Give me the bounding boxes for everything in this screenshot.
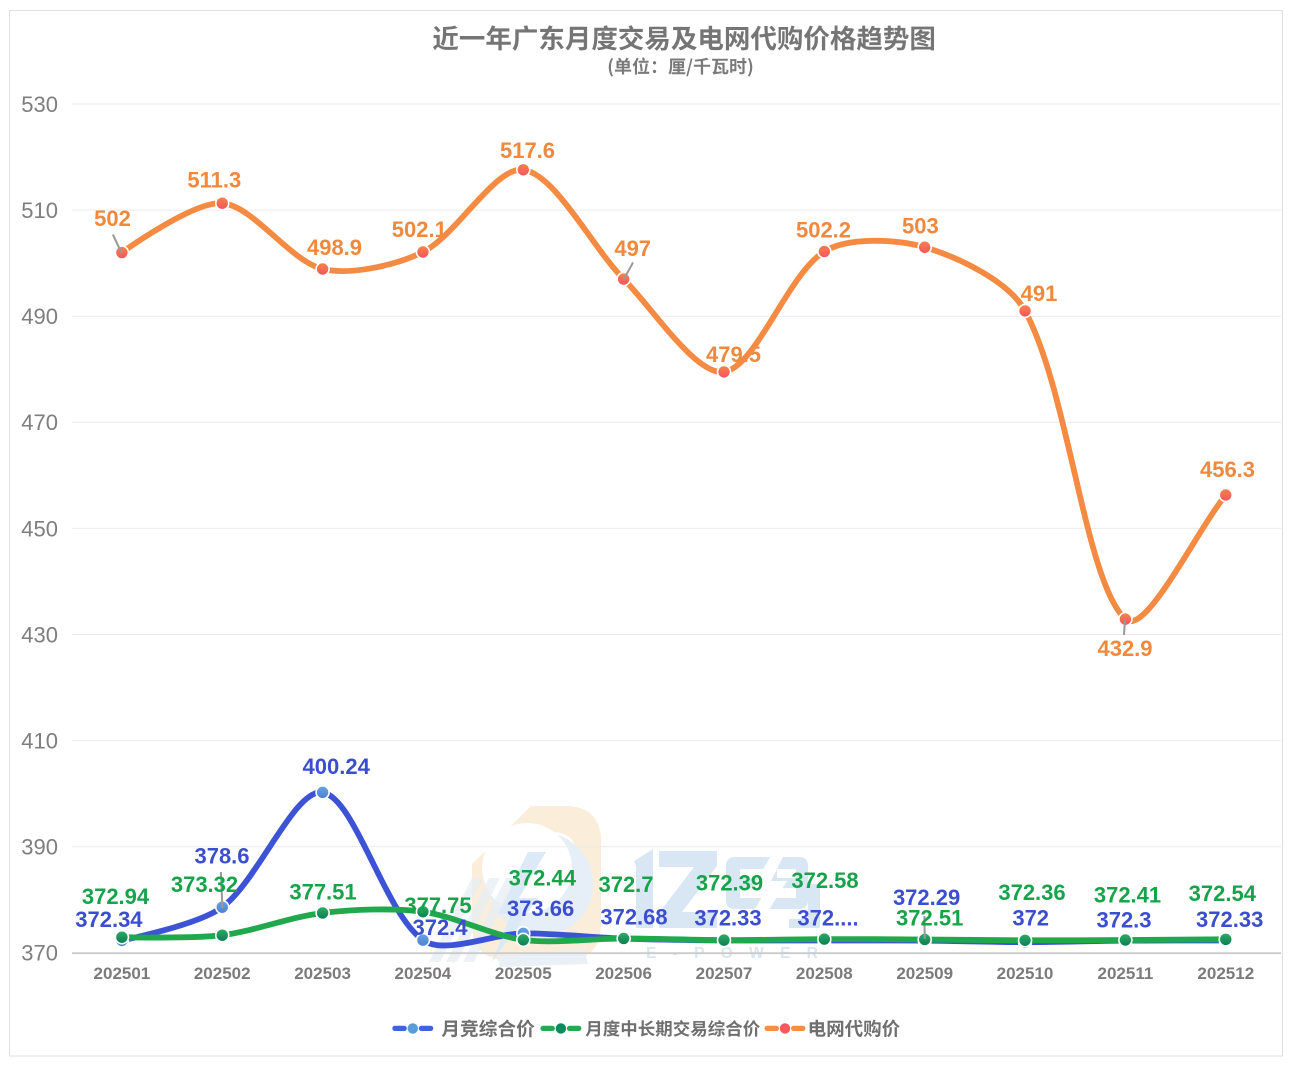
svg-text:202511: 202511 [1098, 964, 1154, 983]
svg-text:517.6: 517.6 [500, 138, 555, 163]
svg-text:373.32: 373.32 [171, 872, 238, 897]
svg-text:377.51: 377.51 [289, 879, 356, 904]
svg-text:372.41: 372.41 [1094, 883, 1161, 908]
svg-text:432.9: 432.9 [1097, 636, 1152, 661]
svg-text:202502: 202502 [194, 964, 251, 983]
svg-text:372.58: 372.58 [791, 868, 858, 893]
svg-text:502: 502 [94, 206, 131, 231]
svg-text:390: 390 [21, 835, 58, 860]
svg-text:372.33: 372.33 [1196, 907, 1263, 932]
svg-text:430: 430 [21, 622, 58, 647]
svg-text:372....: 372.... [797, 905, 858, 930]
svg-text:372.34: 372.34 [75, 907, 143, 932]
svg-text:202504: 202504 [395, 964, 452, 983]
svg-text:372.51: 372.51 [896, 905, 963, 930]
svg-text:373.66: 373.66 [507, 896, 574, 921]
svg-text:202506: 202506 [595, 964, 652, 983]
svg-text:456.3: 456.3 [1200, 457, 1255, 482]
svg-text:372.29: 372.29 [893, 885, 960, 910]
svg-text:502.2: 502.2 [796, 217, 851, 242]
svg-text:372.3: 372.3 [1096, 908, 1151, 933]
svg-text:503: 503 [902, 214, 939, 239]
svg-text:372: 372 [1012, 906, 1049, 931]
svg-text:410: 410 [21, 729, 58, 754]
svg-text:497: 497 [614, 236, 651, 261]
svg-text:510: 510 [21, 198, 58, 223]
svg-text:202509: 202509 [896, 964, 953, 983]
svg-text:202501: 202501 [94, 964, 151, 983]
svg-text:377.75: 377.75 [404, 893, 471, 918]
svg-text:498.9: 498.9 [307, 235, 362, 260]
svg-text:202507: 202507 [696, 964, 753, 983]
svg-text:530: 530 [21, 92, 58, 117]
svg-text:400.24: 400.24 [303, 754, 371, 779]
svg-text:202508: 202508 [796, 964, 853, 983]
svg-text:490: 490 [21, 304, 58, 329]
svg-text:511.3: 511.3 [187, 167, 241, 192]
svg-text:372.68: 372.68 [600, 904, 667, 929]
svg-text:372.36: 372.36 [998, 880, 1065, 905]
svg-text:491: 491 [1021, 281, 1058, 306]
svg-text:470: 470 [21, 410, 58, 435]
svg-text:202505: 202505 [495, 964, 552, 983]
svg-text:450: 450 [21, 516, 58, 541]
svg-text:372.7: 372.7 [598, 872, 653, 897]
svg-text:370: 370 [21, 941, 58, 966]
svg-text:202512: 202512 [1197, 964, 1254, 983]
svg-text:372.44: 372.44 [509, 866, 577, 891]
svg-text:372.39: 372.39 [696, 870, 763, 895]
svg-text:202510: 202510 [997, 964, 1054, 983]
svg-text:372.33: 372.33 [694, 905, 761, 930]
svg-text:372.4: 372.4 [412, 915, 468, 940]
svg-text:502.1: 502.1 [392, 217, 447, 242]
svg-text:202503: 202503 [294, 964, 351, 983]
svg-text:378.6: 378.6 [194, 844, 249, 869]
svg-text:372.94: 372.94 [82, 884, 150, 909]
svg-text:372.54: 372.54 [1189, 881, 1257, 906]
